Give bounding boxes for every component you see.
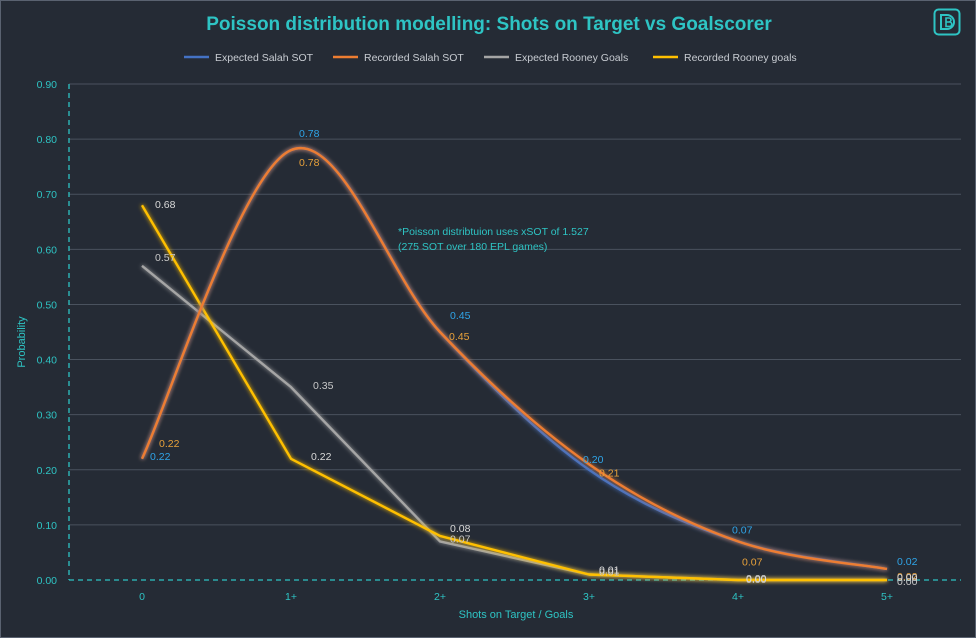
annotation: *Poisson distribtuion uses xSOT of 1.527…: [398, 226, 589, 253]
x-tick-label: 5+: [881, 591, 893, 603]
data-label: 0.08: [450, 523, 471, 535]
legend: Expected Salah SOT Recorded Salah SOT Expe…: [184, 52, 797, 64]
data-label: 0.07: [732, 524, 753, 536]
x-axis: 0 1+ 2+ 3+ 4+ 5+: [139, 591, 893, 603]
legend-label: Recorded Rooney goals: [684, 52, 797, 64]
series-line-3: [140, 204, 887, 582]
y-tick-label: 0.10: [37, 520, 58, 532]
x-tick-label: 3+: [583, 591, 595, 603]
data-label: 0.35: [313, 380, 334, 392]
grid: [69, 83, 961, 581]
data-label: 0.20: [583, 454, 604, 466]
data-label: 0.78: [299, 157, 320, 169]
legend-label: Expected Rooney Goals: [515, 52, 628, 64]
series-line-1: [140, 146, 888, 571]
y-axis-title: Probability: [16, 316, 28, 368]
y-tick-label: 0.70: [37, 189, 58, 201]
series-lines: [140, 146, 888, 582]
data-label: 0.07: [742, 556, 763, 568]
series-line-0: [140, 146, 888, 571]
data-label: 0.22: [159, 438, 180, 450]
data-label: 0.22: [150, 451, 171, 463]
data-labels: 0.22 0.78 0.45 0.20 0.07 0.02 0.22 0.78 0.45 0.21…: [150, 128, 918, 588]
x-tick-label: 4+: [732, 591, 744, 603]
data-label: 0.57: [155, 252, 176, 264]
data-label: 0.45: [449, 331, 470, 343]
data-label: 0.68: [155, 199, 176, 211]
data-label: 0.00: [746, 573, 767, 585]
data-label: 0.02: [897, 556, 918, 568]
y-tick-label: 0.40: [37, 355, 58, 367]
annotation-line-1: *Poisson distribtuion uses xSOT of 1.527: [398, 226, 589, 238]
chart-title: Poisson distribution modelling: Shots on…: [206, 14, 772, 35]
data-label: 0.78: [299, 128, 320, 140]
data-label: 0.00: [746, 574, 767, 586]
db-logo-icon: [933, 8, 961, 36]
y-tick-label: 0.00: [37, 575, 58, 587]
y-axis: 0.00 0.10 0.20 0.30 0.40 0.50 0.60 0.70 0.80 0.90: [37, 79, 70, 587]
legend-label: Expected Salah SOT: [215, 52, 314, 64]
annotation-line-2: (275 SOT over 180 EPL games): [398, 241, 547, 253]
x-axis-title: Shots on Target / Goals: [459, 609, 574, 621]
data-label: 0.21: [599, 467, 620, 479]
data-label: 0.45: [450, 310, 471, 322]
y-tick-label: 0.20: [37, 465, 58, 477]
data-label: 0.07: [450, 533, 471, 545]
series-line-2: [141, 264, 887, 582]
x-tick-label: 0: [139, 591, 145, 603]
data-label: 0.22: [311, 451, 332, 463]
data-label: 0.01: [599, 564, 620, 576]
y-tick-label: 0.60: [37, 244, 58, 256]
y-tick-label: 0.80: [37, 134, 58, 146]
legend-label: Recorded Salah SOT: [364, 52, 464, 64]
y-tick-label: 0.90: [37, 79, 58, 91]
x-tick-label: 1+: [285, 591, 297, 603]
x-tick-label: 2+: [434, 591, 446, 603]
y-tick-label: 0.50: [37, 299, 58, 311]
y-tick-label: 0.30: [37, 410, 58, 422]
data-label: 0.00: [897, 576, 918, 588]
data-label: 0.00: [897, 572, 918, 584]
data-label: 0.02: [897, 571, 918, 583]
data-label: 0.01: [599, 566, 620, 578]
